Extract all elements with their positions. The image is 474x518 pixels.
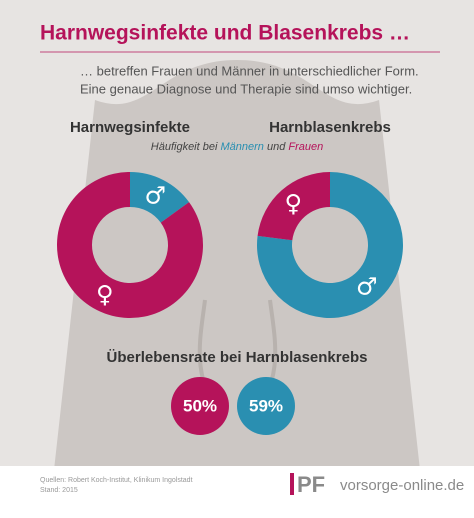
donut-segment xyxy=(257,172,330,241)
gender-symbol: ♂ xyxy=(356,273,378,301)
url: vorsorge-online.de xyxy=(340,477,464,494)
donut-heading: Harnblasenkrebs xyxy=(269,119,391,136)
donut-segment xyxy=(130,172,190,223)
footer xyxy=(0,466,474,513)
legend: Häufigkeit bei Männern und Frauen xyxy=(151,141,323,153)
donut-heading: Harnwegsinfekte xyxy=(70,119,190,136)
body-silhouette xyxy=(54,60,420,470)
gender-symbol: ♀ xyxy=(285,189,303,217)
gender-symbol: ♀ xyxy=(96,280,114,308)
intro-line: Eine genaue Diagnose und Therapie sind u… xyxy=(80,81,412,96)
donut-segment xyxy=(257,172,403,318)
gender-symbol: ♂ xyxy=(144,182,166,210)
logo-bar xyxy=(290,473,294,495)
survival-label: 59% xyxy=(249,396,283,415)
legend-women: Frauen xyxy=(288,141,323,153)
survival-heading: Überlebensrate bei Harnblasenkrebs xyxy=(107,349,368,366)
intro-line: … betreffen Frauen und Männer in untersc… xyxy=(80,63,419,78)
donut-segment xyxy=(57,172,204,319)
legend-text: Häufigkeit bei xyxy=(151,141,221,153)
legend-text: und xyxy=(264,141,288,153)
source: Quellen: Robert Koch-Institut, Klinikum … xyxy=(40,477,193,484)
survival-circle xyxy=(171,377,229,435)
logo: PF xyxy=(297,472,325,497)
legend-men: Männern xyxy=(220,141,263,153)
title: Harnwegsinfekte und Blasenkrebs … xyxy=(40,22,410,45)
survival-label: 50% xyxy=(183,396,217,415)
survival-circle xyxy=(237,377,295,435)
source: Stand: 2015 xyxy=(40,487,78,494)
